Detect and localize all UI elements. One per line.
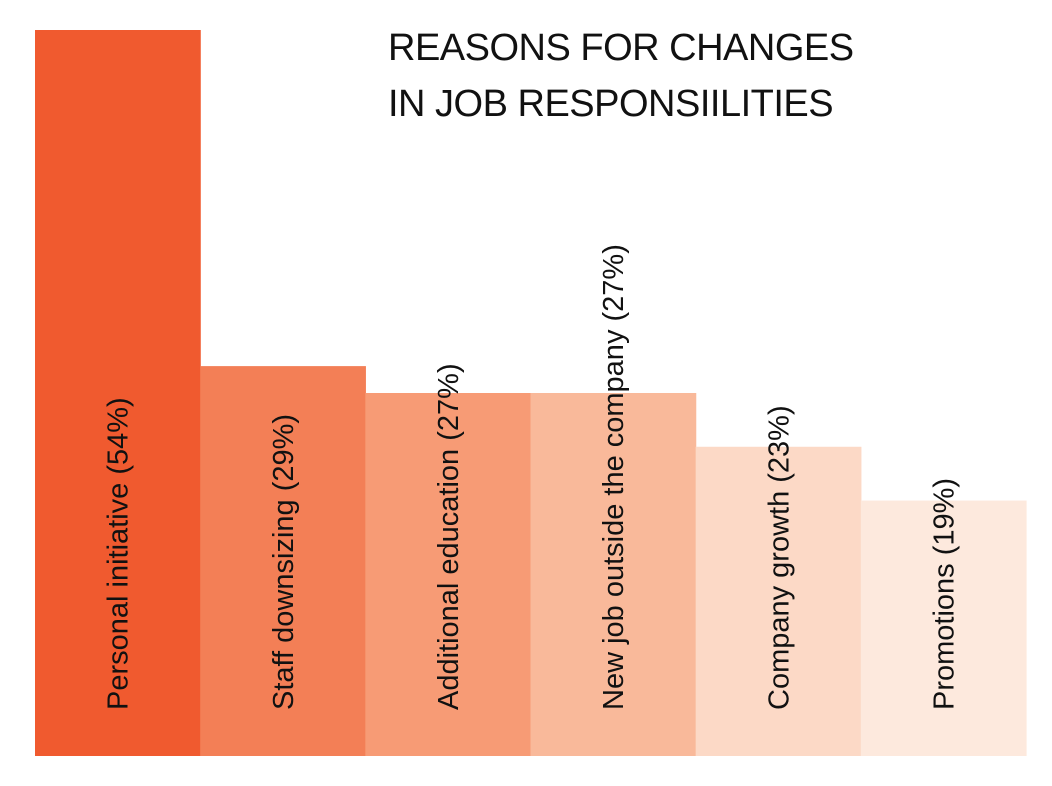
bar-label-company-growth: Company growth (23%) (763, 405, 795, 710)
bar-additional-education (365, 393, 532, 756)
bar-label-promotions: Promotions (19%) (928, 478, 960, 710)
bar-label-additional-education: Additional education (27%) (433, 363, 465, 710)
bars-group (35, 30, 1027, 756)
bar-labels-group: Personal initiative (54%) Staff downsizin… (103, 244, 961, 710)
bar-personal-initiative (35, 30, 201, 756)
bar-label-new-job-outside-the-company: New job outside the company (27%) (598, 244, 630, 710)
bar-promotions (860, 500, 1027, 756)
bar-company-growth (695, 446, 862, 756)
bar-label-staff-downsizing: Staff downsizing (29%) (268, 414, 300, 710)
chart-title-line-1: REASONS FOR CHANGES (388, 27, 854, 69)
bar-label-personal-initiative: Personal initiative (54%) (103, 397, 135, 710)
chart-title: REASONS FOR CHANGES IN JOB RESPONSIILITI… (388, 27, 854, 125)
chart-title-line-2: IN JOB RESPONSIILITIES (388, 83, 833, 125)
bar-new-job-outside-the-company (530, 393, 697, 756)
bar-staff-downsizing (200, 366, 366, 756)
